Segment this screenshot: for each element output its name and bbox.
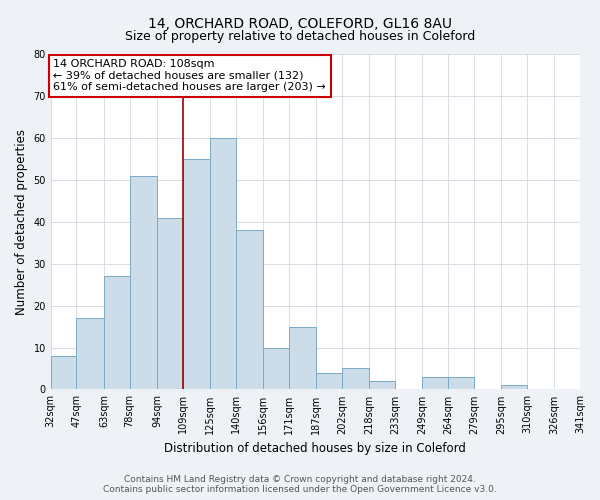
Bar — [422, 377, 448, 390]
Text: 14, ORCHARD ROAD, COLEFORD, GL16 8AU: 14, ORCHARD ROAD, COLEFORD, GL16 8AU — [148, 18, 452, 32]
X-axis label: Distribution of detached houses by size in Coleford: Distribution of detached houses by size … — [164, 442, 466, 455]
Bar — [316, 372, 342, 390]
Bar — [157, 218, 182, 390]
Bar — [51, 356, 76, 390]
Text: Contains HM Land Registry data © Crown copyright and database right 2024.
Contai: Contains HM Land Registry data © Crown c… — [103, 474, 497, 494]
Y-axis label: Number of detached properties: Number of detached properties — [15, 128, 28, 314]
Bar — [263, 348, 289, 390]
Bar — [76, 318, 104, 390]
Bar — [448, 377, 474, 390]
Bar — [130, 176, 157, 390]
Bar — [182, 159, 210, 390]
Bar — [104, 276, 130, 390]
Bar — [210, 138, 236, 390]
Bar — [289, 326, 316, 390]
Bar — [501, 385, 527, 390]
Text: Size of property relative to detached houses in Coleford: Size of property relative to detached ho… — [125, 30, 475, 43]
Text: 14 ORCHARD ROAD: 108sqm
← 39% of detached houses are smaller (132)
61% of semi-d: 14 ORCHARD ROAD: 108sqm ← 39% of detache… — [53, 59, 326, 92]
Bar — [236, 230, 263, 390]
Bar — [370, 381, 395, 390]
Bar — [342, 368, 370, 390]
